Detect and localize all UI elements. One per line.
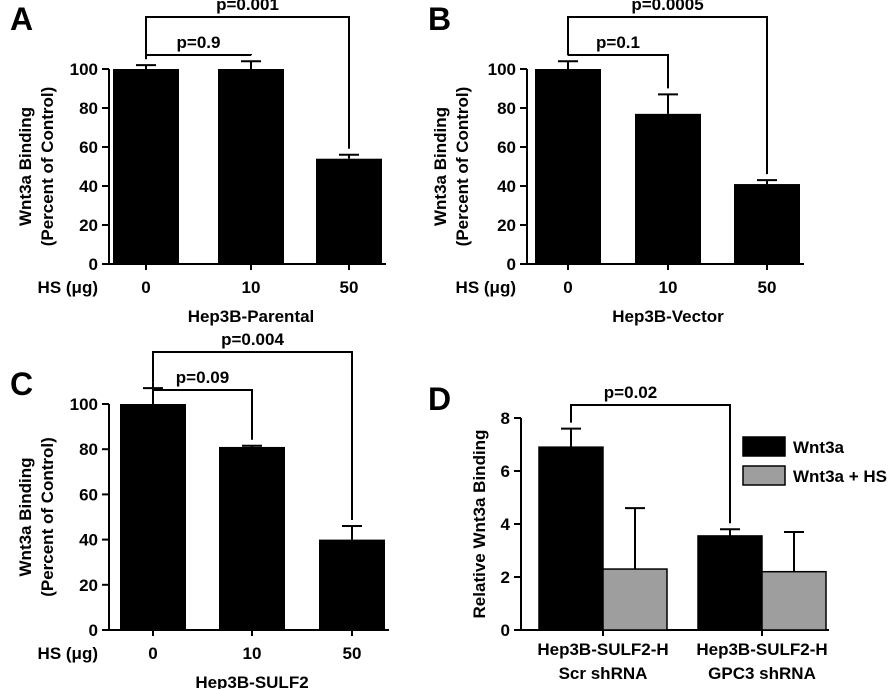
panel-b-y-axis-label-line1: Wnt3a Binding bbox=[431, 107, 450, 226]
panel-a-x-tick-label: 0 bbox=[141, 278, 150, 297]
panel-a-x-tick-label: 10 bbox=[242, 278, 261, 297]
panel-d-p-value: p=0.02 bbox=[604, 383, 657, 402]
panel-b-y-tick-label: 40 bbox=[497, 177, 516, 196]
panel-d-legend-swatch-2 bbox=[742, 465, 786, 486]
panel-a-y-tick-label: 80 bbox=[79, 99, 98, 118]
panel-d-bar-group2-series1 bbox=[697, 535, 763, 631]
panel-b-bar-50 bbox=[734, 184, 800, 264]
panel-b-significance-bracket-outer bbox=[567, 16, 768, 175]
panel-a-x-prefix-label: HS (μg) bbox=[38, 278, 98, 297]
panel-a-letter: A bbox=[10, 1, 33, 37]
panel-c-significance-bracket-outer bbox=[152, 351, 353, 521]
panel-d-significance-bracket bbox=[570, 404, 731, 524]
panel-a-significance-bracket-inner bbox=[145, 54, 252, 60]
panel-b-p-value-outer: p=0.0005 bbox=[631, 0, 703, 14]
panel-c-y-tick-label: 80 bbox=[79, 440, 98, 459]
panel-b-p-value-inner: p=0.1 bbox=[596, 33, 640, 52]
panel-c-y-axis-label-line2: (Percent of Control) bbox=[38, 437, 57, 597]
panel-c-bar-50 bbox=[319, 539, 385, 630]
panel-d-y-axis-label: Relative Wnt3a Binding bbox=[470, 430, 489, 619]
panel-a-x-tick-label: 50 bbox=[340, 278, 359, 297]
panel-b-x-tick-label: 50 bbox=[758, 278, 777, 297]
panel-b-x-prefix-label: HS (μg) bbox=[456, 278, 516, 297]
panel-c-y-tick-label: 100 bbox=[70, 395, 98, 414]
panel-a-y-axis-label-line2: (Percent of Control) bbox=[38, 87, 57, 247]
panel-a-y-tick-label: 20 bbox=[79, 216, 98, 235]
panel-a-p-value-outer: p=0.001 bbox=[216, 0, 279, 14]
panel-c-x-tick-label: 50 bbox=[343, 644, 362, 663]
panel-c-y-tick-label: 60 bbox=[79, 485, 98, 504]
panel-b-x-axis-label: Hep3B-Vector bbox=[612, 307, 724, 326]
panel-b-y-tick-label: 100 bbox=[488, 60, 516, 79]
panel-c-x-tick-label: 10 bbox=[243, 644, 262, 663]
panel-d-legend-label-2: Wnt3a + HS bbox=[793, 467, 887, 486]
panel-d-group-label-line2: Scr shRNA bbox=[559, 664, 648, 683]
panel-d-group-label-line1: Hep3B-SULF2-H bbox=[696, 640, 827, 659]
panel-a-y-tick-label: 0 bbox=[89, 255, 98, 274]
panel-d-y-tick-label: 8 bbox=[501, 409, 510, 428]
panel-c-bar-0 bbox=[120, 404, 186, 630]
panel-a-y-axis-label-line1: Wnt3a Binding bbox=[16, 107, 35, 226]
panel-d-y-tick-label: 2 bbox=[501, 568, 510, 587]
panel-c-y-tick-label: 40 bbox=[79, 531, 98, 550]
panel-d-legend-label-1: Wnt3a bbox=[793, 438, 845, 457]
panel-d-y-tick-label: 6 bbox=[501, 462, 510, 481]
panel-d-bar-group1-series2 bbox=[602, 568, 668, 631]
panel-b-x-tick-label: 10 bbox=[659, 278, 678, 297]
panel-b-bar-10 bbox=[635, 113, 701, 264]
panel-a-x-axis-label: Hep3B-Parental bbox=[188, 307, 315, 326]
panel-c-letter: C bbox=[10, 366, 33, 402]
panel-a-y-tick-label: 40 bbox=[79, 177, 98, 196]
panel-b-y-tick-label: 60 bbox=[497, 138, 516, 157]
panel-c-y-tick-label: 20 bbox=[79, 576, 98, 595]
panel-a-significance-bracket-outer bbox=[145, 16, 350, 149]
panel-a-bar-10 bbox=[218, 69, 284, 264]
panel-c-y-axis-label-line1: Wnt3a Binding bbox=[16, 458, 35, 577]
panel-b-letter: B bbox=[428, 1, 451, 37]
panel-c-x-axis-label: Hep3B-SULF2 bbox=[195, 673, 308, 689]
panel-a-y-tick-label: 100 bbox=[70, 60, 98, 79]
panel-c-x-tick-label: 0 bbox=[148, 644, 157, 663]
panel-b-y-tick-label: 20 bbox=[497, 216, 516, 235]
panel-d-bar-group1-series1 bbox=[538, 446, 604, 631]
panel-b-x-tick-label: 0 bbox=[563, 278, 572, 297]
panel-b-y-axis-label-line2: (Percent of Control) bbox=[453, 87, 472, 247]
panel-b-y-tick-label: 80 bbox=[497, 99, 516, 118]
panel-c-y-tick-label: 0 bbox=[89, 621, 98, 640]
panel-a-y-tick-label: 60 bbox=[79, 138, 98, 157]
panel-c-bar-10 bbox=[219, 446, 285, 630]
panel-d-group-label-line2: GPC3 shRNA bbox=[708, 664, 816, 683]
panel-c-x-prefix-label: HS (μg) bbox=[38, 644, 98, 663]
panel-c-significance-bracket-inner bbox=[152, 382, 253, 440]
panel-d-letter: D bbox=[428, 381, 451, 417]
panel-d-legend-swatch-1 bbox=[742, 436, 786, 457]
panel-b-bar-0 bbox=[535, 69, 601, 264]
panel-a-bar-0 bbox=[113, 69, 179, 264]
panel-a-p-value-inner: p=0.9 bbox=[177, 33, 221, 52]
panel-a-bar-50 bbox=[316, 158, 382, 264]
panel-b-y-tick-label: 0 bbox=[507, 255, 516, 274]
panel-d-y-tick-label: 4 bbox=[501, 515, 511, 534]
panel-d-bar-group2-series2 bbox=[761, 570, 827, 631]
panel-c-p-value-outer: p=0.004 bbox=[221, 330, 284, 349]
panel-d-y-tick-label: 0 bbox=[501, 621, 510, 640]
panel-d-group-label-line1: Hep3B-SULF2-H bbox=[537, 640, 668, 659]
panel-c-p-value-inner: p=0.09 bbox=[176, 368, 229, 387]
